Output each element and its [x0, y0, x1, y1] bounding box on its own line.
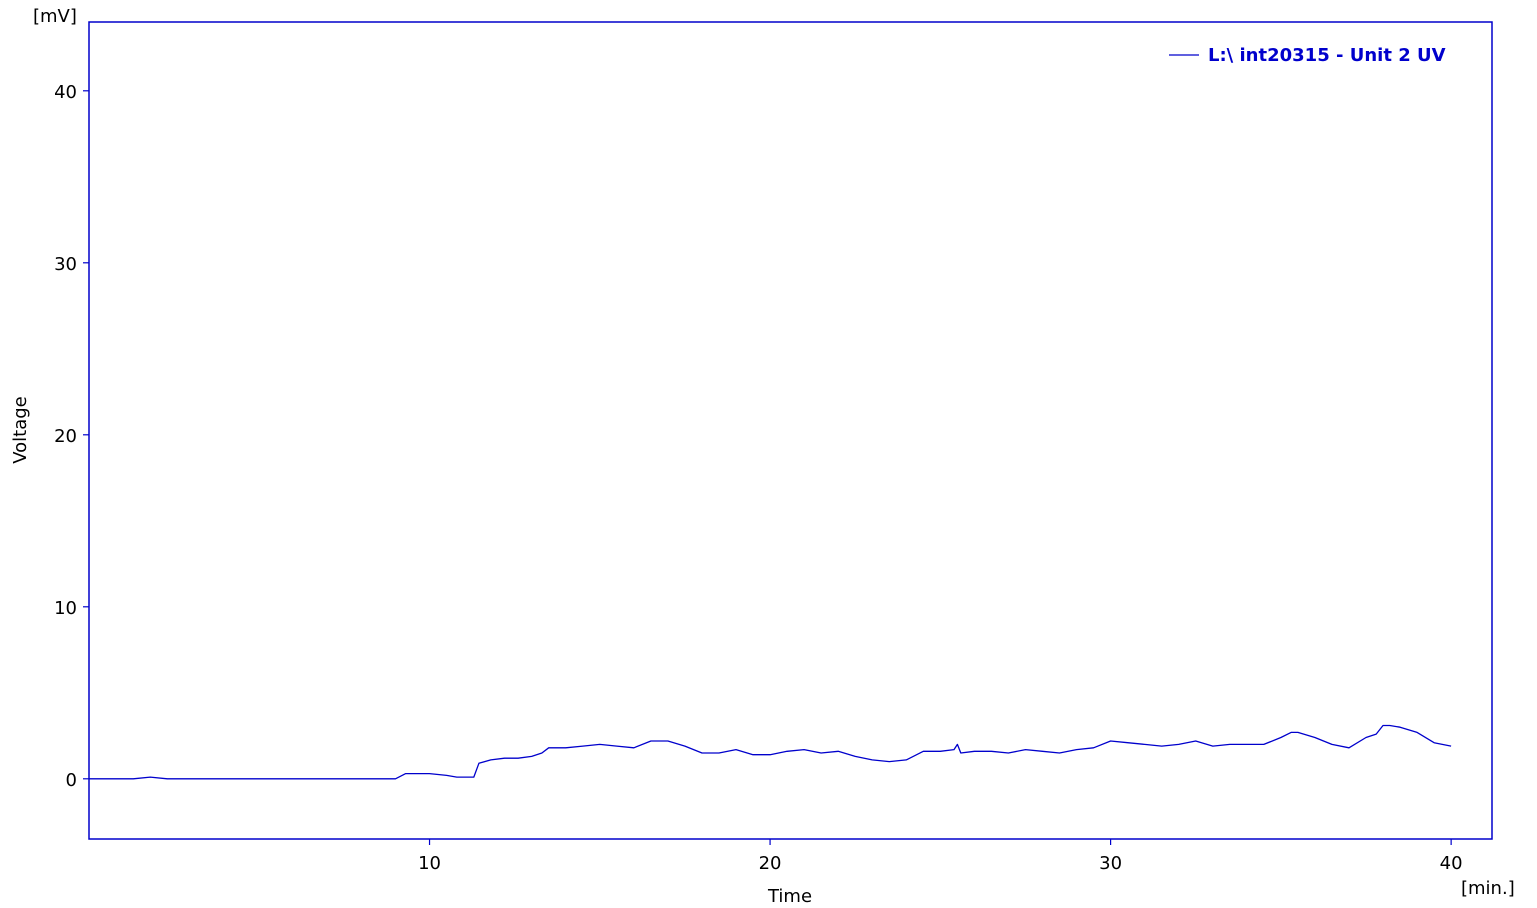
- x-axis-unit: [min.]: [1461, 878, 1515, 899]
- x-axis-title: Time: [767, 886, 812, 907]
- x-tick-label: 40: [1440, 853, 1463, 874]
- plot-frame: [88, 21, 1493, 840]
- y-axis-unit: [mV]: [33, 6, 77, 27]
- x-tick-label: 10: [418, 853, 441, 874]
- x-axis-ticks: 10 20 30 40: [418, 839, 1463, 874]
- y-tick-label: 30: [54, 254, 77, 275]
- x-tick-label: 20: [759, 853, 782, 874]
- y-axis-ticks: 0 10 20 30 40: [54, 82, 89, 791]
- y-axis-title: Voltage: [10, 396, 31, 464]
- legend-entry-label: L:\ int20315 - Unit 2 UV: [1208, 45, 1446, 66]
- legend: L:\ int20315 - Unit 2 UV: [1169, 45, 1446, 66]
- y-tick-label: 10: [54, 598, 77, 619]
- series-line: [89, 724, 1452, 780]
- y-tick-label: 40: [54, 82, 77, 103]
- series-layer: [89, 724, 1452, 780]
- x-tick-label: 30: [1099, 853, 1122, 874]
- y-tick-label: 20: [54, 426, 77, 447]
- y-tick-label: 0: [66, 770, 77, 791]
